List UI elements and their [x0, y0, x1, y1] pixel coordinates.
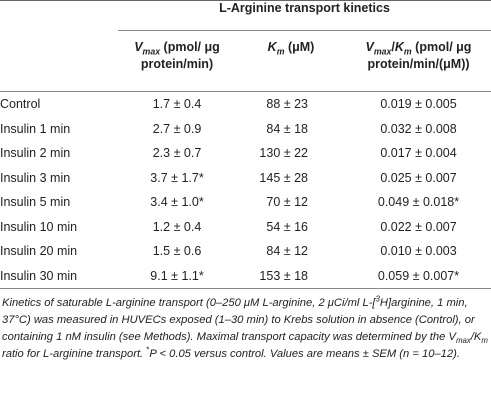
kinetics-table: L-Arginine transport kinetics Vmax (pmol…	[0, 0, 491, 289]
table-row: Insulin 2 min 2.3 ± 0.7 130 ± 22 0.017 ± 0.…	[0, 141, 491, 166]
subscript: max	[142, 46, 161, 57]
row-label: Insulin 3 min	[0, 170, 71, 185]
table-row: Insulin 30 min 9.1 ± 1.1* 153 ± 18 0.059 ± …	[0, 263, 491, 289]
table-row: Insulin 20 min 1.5 ± 0.6 84 ± 12 0.010 ± 0.…	[0, 239, 491, 264]
row-label: Insulin 5 min	[0, 195, 71, 210]
table-body: Control 1.7 ± 0.4 88 ± 23 0.019 ± 0.005 Insu…	[0, 92, 491, 289]
cell: 0.059 ± 0.007*	[346, 263, 491, 289]
caption: Kinetics of saturable L-arginine transpo…	[2, 295, 489, 363]
unit: (μM)	[284, 40, 315, 54]
empty-cell	[0, 30, 118, 92]
group-header-row: L-Arginine transport kinetics	[0, 0, 491, 31]
table-row: Control 1.7 ± 0.4 88 ± 23 0.019 ± 0.005	[0, 92, 491, 117]
row-label: Insulin 30 min	[0, 263, 118, 289]
symbol: K	[267, 40, 277, 54]
group-header: L-Arginine transport kinetics	[118, 0, 491, 31]
symbol: V	[134, 40, 143, 54]
table-row: Insulin 10 min 1.2 ± 0.4 54 ± 16 0.022 ± 0.…	[0, 215, 491, 240]
subscript: max	[373, 46, 392, 57]
cell: 0.032 ± 0.008	[380, 121, 457, 136]
slash: /	[391, 40, 395, 54]
symbol: V	[365, 40, 374, 54]
cell: 2.7 ± 0.9	[152, 121, 202, 136]
cell: 3.7 ± 1.7*	[150, 170, 204, 185]
table-row: Insulin 5 min 3.4 ± 1.0* 70 ± 12 0.049 ± 0.…	[0, 190, 491, 215]
cell: 1.5 ± 0.6	[152, 244, 202, 259]
cell: 0.017 ± 0.004	[380, 146, 457, 161]
row-label: Control	[0, 97, 41, 112]
cell: 1.2 ± 0.4	[152, 219, 202, 234]
subscript: m	[276, 46, 285, 57]
caption-text: /K	[470, 331, 482, 343]
caption-text: ratio for L-arginine transport.	[2, 348, 147, 360]
table-row: Insulin 3 min 3.7 ± 1.7* 145 ± 28 0.025 ± 0…	[0, 166, 491, 191]
cell: 0.010 ± 0.003	[380, 244, 457, 259]
caption-text: H]arginine, 1 min, 37°C) was measured in…	[2, 297, 475, 343]
caption-text: P < 0.05 versus control. Values are mean…	[149, 348, 460, 360]
cell: 84 ± 18	[266, 121, 308, 136]
cell: 3.4 ± 1.0*	[150, 195, 204, 210]
symbol: K	[394, 40, 404, 54]
cell: 0.049 ± 0.018*	[377, 195, 460, 210]
row-label: Insulin 20 min	[0, 244, 78, 259]
cell: 0.019 ± 0.005	[380, 97, 457, 112]
caption-sup: 3	[375, 294, 380, 304]
table-row: Insulin 1 min 2.7 ± 0.9 84 ± 18 0.032 ± 0.0…	[0, 117, 491, 142]
row-label: Insulin 1 min	[0, 121, 71, 136]
table-head: L-Arginine transport kinetics Vmax (pmol…	[0, 0, 491, 92]
column-header: Vmax/Km (pmol/ μg protein/min/(μM))	[346, 30, 491, 92]
row-label: Insulin 10 min	[0, 219, 78, 234]
caption-sup: *	[146, 345, 150, 355]
cell: 0.025 ± 0.007	[380, 170, 457, 185]
cell: 1.7 ± 0.4	[152, 97, 202, 112]
empty-cell	[0, 1, 118, 31]
cell: 0.022 ± 0.007	[380, 219, 457, 234]
caption-sub: m	[481, 336, 488, 346]
column-header: Km (μM)	[236, 30, 346, 92]
cell: 130 ± 22	[259, 146, 308, 161]
cell: 9.1 ± 1.1*	[118, 263, 236, 289]
row-label: Insulin 2 min	[0, 146, 71, 161]
caption-sub: max	[455, 336, 471, 346]
cell: 54 ± 16	[266, 219, 308, 234]
unit: (pmol/ μg protein/min/(μM))	[367, 40, 472, 71]
column-header: Vmax (pmol/ μg protein/min)	[118, 30, 236, 92]
cell: 145 ± 28	[259, 170, 308, 185]
subscript: m	[403, 46, 412, 57]
caption-text: Kinetics of saturable L-arginine transpo…	[2, 297, 376, 309]
cell: 2.3 ± 0.7	[152, 146, 202, 161]
cell: 153 ± 18	[236, 263, 346, 289]
cell: 88 ± 23	[266, 97, 308, 112]
unit: (pmol/ μg protein/min)	[140, 40, 220, 71]
cell: 84 ± 12	[266, 244, 308, 259]
column-header-row: Vmax (pmol/ μg protein/min) Km (μM) Vmax…	[0, 30, 491, 92]
cell: 70 ± 12	[266, 195, 308, 210]
